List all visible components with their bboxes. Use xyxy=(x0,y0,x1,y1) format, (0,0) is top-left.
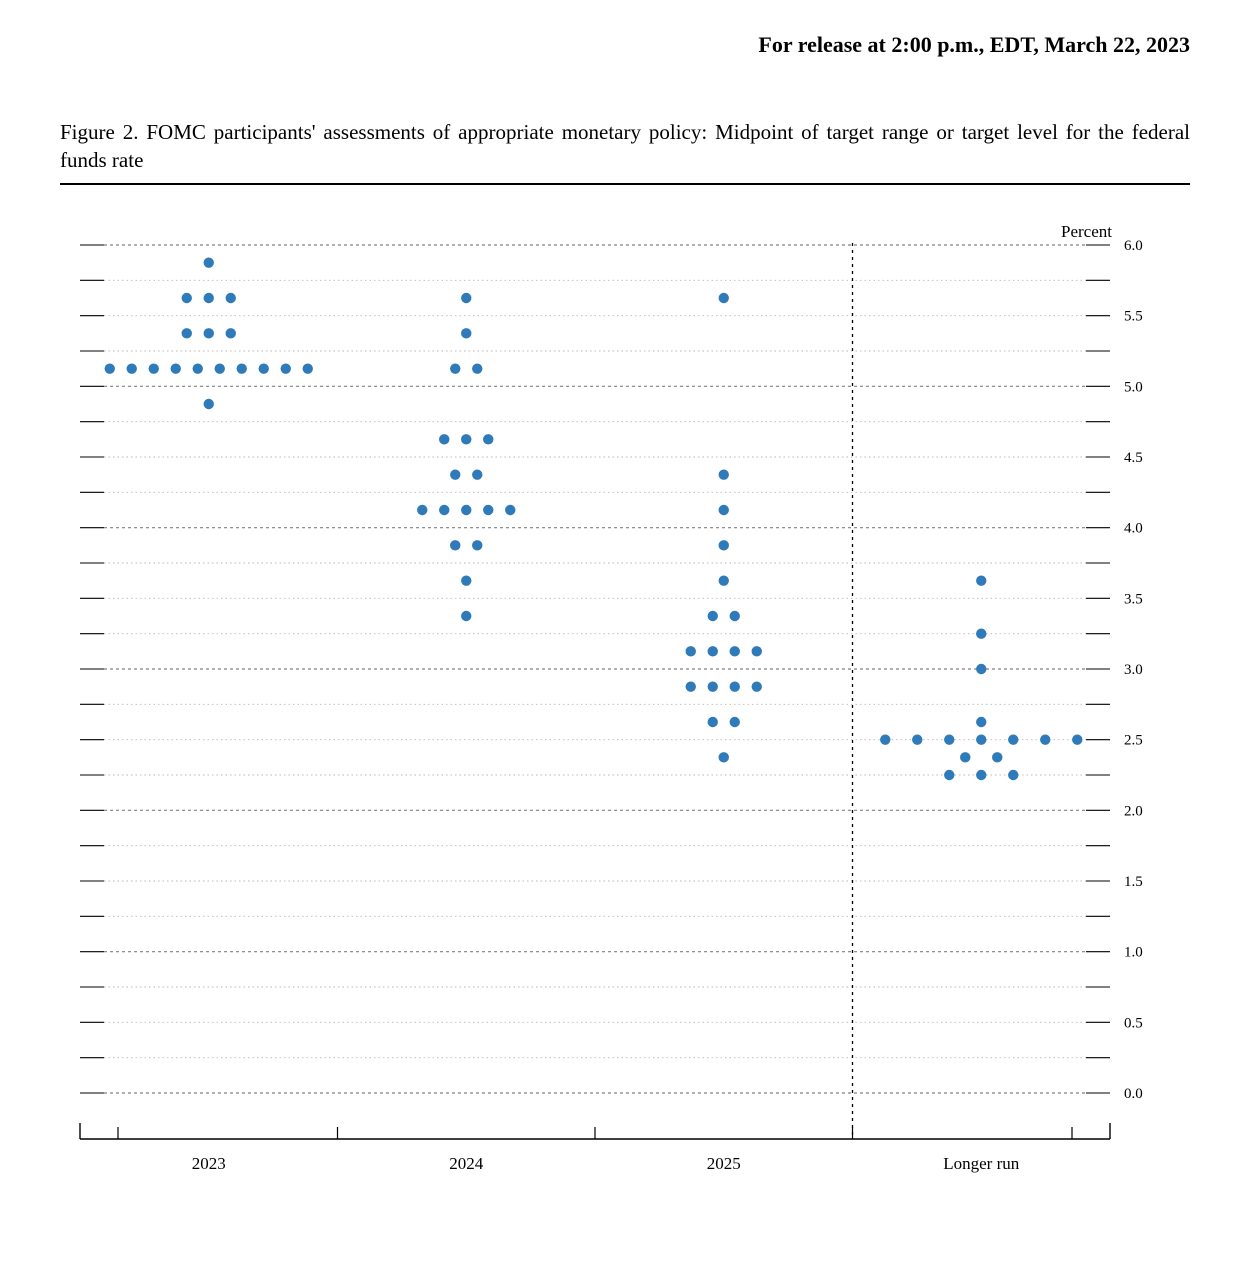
projection-dot xyxy=(708,716,718,726)
figure-caption: Figure 2. FOMC participants' assessments… xyxy=(60,118,1190,175)
projection-dot xyxy=(450,540,460,550)
projection-dot xyxy=(182,292,192,302)
y-tick-label: 1.0 xyxy=(1124,944,1143,960)
release-header: For release at 2:00 p.m., EDT, March 22,… xyxy=(60,32,1190,58)
projection-dot xyxy=(204,328,214,338)
projection-dot xyxy=(461,610,471,620)
projection-dot xyxy=(880,734,890,744)
projection-dot xyxy=(708,610,718,620)
projection-dot xyxy=(719,504,729,514)
projection-dot xyxy=(193,363,203,373)
projection-dot xyxy=(461,328,471,338)
projection-dot xyxy=(730,646,740,656)
projection-dot xyxy=(417,504,427,514)
projection-dot xyxy=(730,610,740,620)
projection-dot xyxy=(976,628,986,638)
x-tick-label: Longer run xyxy=(943,1154,1020,1173)
projection-dot xyxy=(483,434,493,444)
x-tick-label: 2023 xyxy=(192,1154,226,1173)
y-tick-label: 4.5 xyxy=(1124,450,1143,466)
projection-dot xyxy=(505,504,515,514)
y-tick-label: 5.0 xyxy=(1124,379,1143,395)
y-tick-label: 2.0 xyxy=(1124,803,1143,819)
projection-dot xyxy=(752,646,762,656)
projection-dot xyxy=(149,363,159,373)
projection-dot xyxy=(944,769,954,779)
chart-svg: 0.0 0.5 1.0 1.5 2.0 2.5 3.0 3.5 4.0 4.5 5.0 5.5 6.0 P… xyxy=(60,213,1190,1173)
projection-dot xyxy=(483,504,493,514)
projection-dot xyxy=(303,363,313,373)
projection-dot xyxy=(752,681,762,691)
dot-plot-chart: 0.0 0.5 1.0 1.5 2.0 2.5 3.0 3.5 4.0 4.5 5.0 5.5 6.0 P… xyxy=(60,213,1190,1173)
projection-dot xyxy=(127,363,137,373)
projection-dot xyxy=(226,292,236,302)
projection-dot xyxy=(461,575,471,585)
projection-dot xyxy=(215,363,225,373)
projection-dot xyxy=(182,328,192,338)
y-tick-label: 3.0 xyxy=(1124,662,1143,678)
y-tick-label: 5.5 xyxy=(1124,308,1143,324)
projection-dot xyxy=(912,734,922,744)
projection-dot xyxy=(204,292,214,302)
projection-dot xyxy=(171,363,181,373)
projection-dot xyxy=(461,504,471,514)
projection-dot xyxy=(719,292,729,302)
projection-dot xyxy=(439,434,449,444)
projection-dot xyxy=(730,716,740,726)
projection-dot xyxy=(976,769,986,779)
projection-dot xyxy=(105,363,115,373)
projection-dot xyxy=(439,504,449,514)
projection-dot xyxy=(686,646,696,656)
projection-dot xyxy=(976,663,986,673)
projection-dot xyxy=(1008,734,1018,744)
projection-dot xyxy=(976,575,986,585)
projection-dot xyxy=(1072,734,1082,744)
projection-dot xyxy=(472,540,482,550)
projection-dot xyxy=(686,681,696,691)
projection-dot xyxy=(719,469,729,479)
y-tick-label: 3.5 xyxy=(1124,591,1143,607)
y-tick-label: 6.0 xyxy=(1124,238,1143,254)
projection-dot xyxy=(204,398,214,408)
y-tick-label: 0.5 xyxy=(1124,1015,1143,1031)
projection-dot xyxy=(719,752,729,762)
y-tick-label: 0.0 xyxy=(1124,1086,1143,1102)
projection-dot xyxy=(472,363,482,373)
projection-dot xyxy=(1008,769,1018,779)
projection-dot xyxy=(226,328,236,338)
projection-dot xyxy=(944,734,954,744)
projection-dot xyxy=(730,681,740,691)
projection-dot xyxy=(719,575,729,585)
caption-rule xyxy=(60,183,1190,185)
y-axis-label: Percent xyxy=(1061,222,1112,241)
projection-dot xyxy=(281,363,291,373)
projection-dot xyxy=(976,734,986,744)
projection-dot xyxy=(1040,734,1050,744)
y-tick-label: 2.5 xyxy=(1124,732,1143,748)
projection-dot xyxy=(708,681,718,691)
projection-dot xyxy=(992,752,1002,762)
projection-dot xyxy=(450,363,460,373)
projection-dot xyxy=(204,257,214,267)
projection-dot xyxy=(259,363,269,373)
projection-dot xyxy=(976,716,986,726)
projection-dot xyxy=(708,646,718,656)
projection-dot xyxy=(719,540,729,550)
projection-dot xyxy=(472,469,482,479)
projection-dot xyxy=(960,752,970,762)
projection-dot xyxy=(461,434,471,444)
x-tick-label: 2024 xyxy=(449,1154,484,1173)
y-tick-label: 4.0 xyxy=(1124,520,1143,536)
y-tick-label: 1.5 xyxy=(1124,874,1143,890)
projection-dot xyxy=(237,363,247,373)
x-tick-label: 2025 xyxy=(707,1154,741,1173)
projection-dot xyxy=(461,292,471,302)
projection-dot xyxy=(450,469,460,479)
